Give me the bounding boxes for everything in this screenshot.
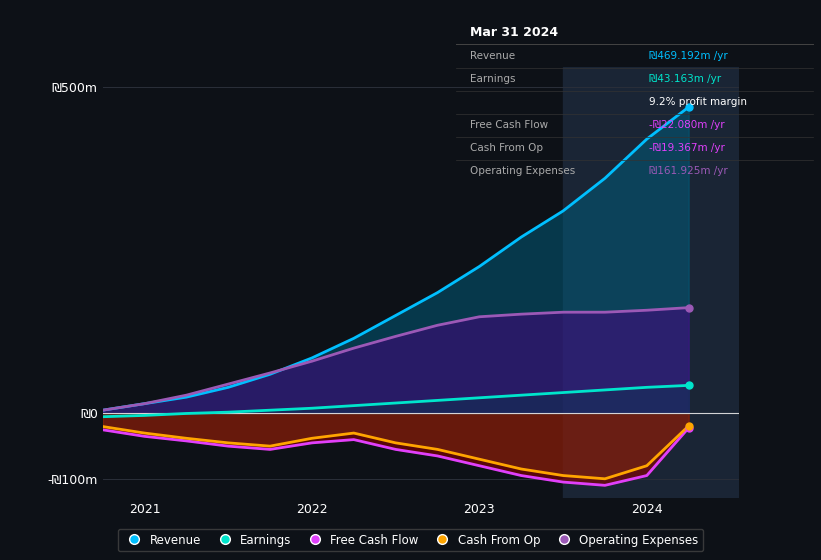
Text: Cash From Op: Cash From Op: [470, 143, 543, 153]
Text: ₪43.163m /yr: ₪43.163m /yr: [649, 74, 721, 84]
Text: ₪469.192m /yr: ₪469.192m /yr: [649, 51, 727, 61]
Text: 9.2% profit margin: 9.2% profit margin: [649, 97, 746, 108]
Text: Mar 31 2024: Mar 31 2024: [470, 26, 558, 39]
Text: Earnings: Earnings: [470, 74, 516, 84]
Text: Operating Expenses: Operating Expenses: [470, 166, 576, 176]
Text: -₪19.367m /yr: -₪19.367m /yr: [649, 143, 724, 153]
Text: -₪22.080m /yr: -₪22.080m /yr: [649, 120, 724, 130]
Text: Free Cash Flow: Free Cash Flow: [470, 120, 548, 130]
Text: ₪161.925m /yr: ₪161.925m /yr: [649, 166, 727, 176]
Text: Revenue: Revenue: [470, 51, 515, 61]
Bar: [563, 67, 739, 498]
Legend: Revenue, Earnings, Free Cash Flow, Cash From Op, Operating Expenses: Revenue, Earnings, Free Cash Flow, Cash …: [118, 529, 703, 551]
